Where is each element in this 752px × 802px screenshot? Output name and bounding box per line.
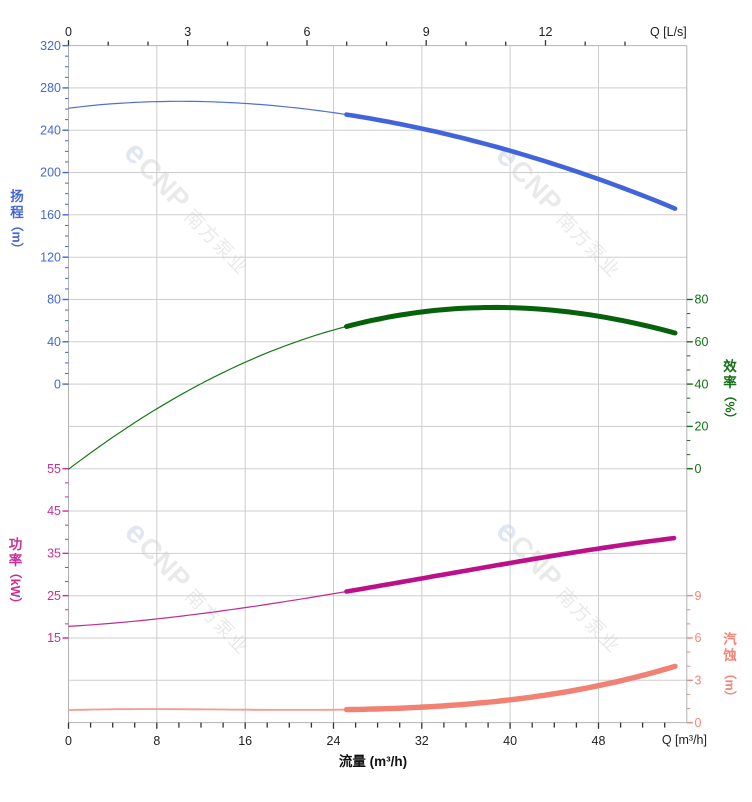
svg-text:（m）: （m） [723, 667, 738, 703]
svg-text:15: 15 [47, 631, 61, 645]
svg-text:40: 40 [695, 377, 709, 391]
svg-text:9: 9 [423, 25, 430, 39]
svg-text:80: 80 [47, 293, 61, 307]
svg-text:0: 0 [695, 716, 702, 730]
svg-text:40: 40 [47, 335, 61, 349]
svg-text:（m）: （m） [10, 219, 25, 255]
svg-text:汽: 汽 [723, 631, 737, 647]
svg-text:9: 9 [695, 589, 702, 603]
svg-text:240: 240 [40, 123, 61, 137]
svg-text:蚀: 蚀 [722, 647, 737, 663]
svg-text:扬: 扬 [10, 188, 24, 204]
svg-text:0: 0 [65, 734, 72, 748]
svg-text:程: 程 [10, 205, 24, 220]
svg-text:流量 (m³/h): 流量 (m³/h) [339, 753, 407, 769]
svg-text:60: 60 [695, 335, 709, 349]
svg-text:3: 3 [695, 674, 702, 688]
svg-text:24: 24 [327, 734, 341, 748]
svg-text:80: 80 [695, 293, 709, 307]
svg-text:8: 8 [153, 734, 160, 748]
svg-text:200: 200 [40, 166, 61, 180]
svg-text:0: 0 [65, 25, 72, 39]
svg-text:（%）: （%） [723, 389, 738, 425]
svg-text:率: 率 [723, 374, 737, 390]
svg-text:320: 320 [40, 39, 61, 53]
svg-text:Q [m³/h]: Q [m³/h] [662, 733, 707, 747]
svg-text:3: 3 [184, 25, 191, 39]
svg-text:Q [L/s]: Q [L/s] [650, 25, 687, 39]
svg-text:40: 40 [503, 734, 517, 748]
svg-text:120: 120 [40, 250, 61, 264]
svg-text:率: 率 [9, 552, 23, 568]
svg-text:160: 160 [40, 208, 61, 222]
svg-text:32: 32 [415, 734, 429, 748]
svg-text:6: 6 [304, 25, 311, 39]
svg-text:280: 280 [40, 81, 61, 95]
svg-text:20: 20 [695, 420, 709, 434]
svg-text:25: 25 [47, 589, 61, 603]
svg-text:0: 0 [695, 462, 702, 476]
svg-text:0: 0 [54, 377, 61, 391]
svg-text:（kW）: （kW） [8, 566, 23, 610]
svg-text:效: 效 [723, 358, 737, 374]
svg-text:16: 16 [238, 734, 252, 748]
svg-text:35: 35 [47, 547, 61, 561]
svg-text:6: 6 [695, 631, 702, 645]
svg-text:功: 功 [9, 537, 23, 552]
svg-text:45: 45 [47, 504, 61, 518]
svg-text:12: 12 [539, 25, 553, 39]
svg-text:48: 48 [592, 734, 606, 748]
svg-text:55: 55 [47, 462, 61, 476]
